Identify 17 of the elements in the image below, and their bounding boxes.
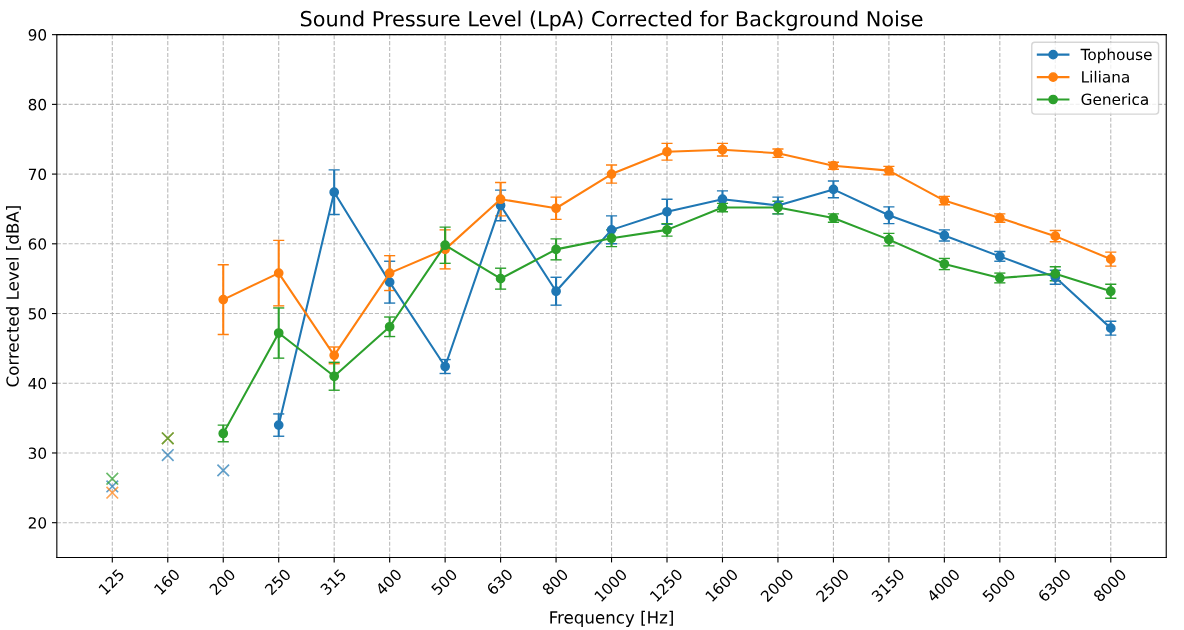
legend-label: Liliana <box>1082 70 1129 83</box>
x-axis-title: Frequency [Hz] <box>550 610 673 627</box>
y-tick-label: 90 <box>28 29 47 41</box>
y-tick-label: 40 <box>28 377 47 390</box>
y-tick-label: 80 <box>28 98 47 111</box>
y-tick-label: 20 <box>28 517 47 529</box>
legend-label: Tophouse <box>1080 48 1152 64</box>
x-tick-label: 800 <box>541 568 569 596</box>
y-tick-label: 60 <box>28 238 47 250</box>
y-tick-label: 70 <box>28 168 47 181</box>
y-axis-title: Corrected Level [dBA] <box>5 206 21 387</box>
y-tick-label: 50 <box>28 308 47 320</box>
chart-title: Sound Pressure Level (LpA) Corrected for Background Noise <box>300 10 923 31</box>
x-tick-label: 400 <box>374 568 403 596</box>
legend-label: Generica <box>1081 93 1148 106</box>
y-tick-label: 30 <box>28 447 47 459</box>
x-tick-label: 630 <box>486 568 514 596</box>
